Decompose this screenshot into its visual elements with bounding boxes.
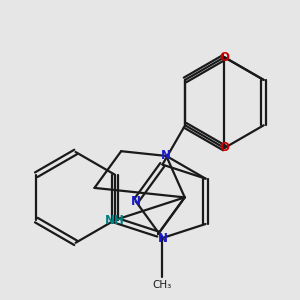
Text: N: N (161, 149, 171, 162)
Text: N: N (131, 195, 141, 208)
Text: CH₃: CH₃ (153, 280, 172, 290)
Text: O: O (219, 142, 230, 154)
Text: NH: NH (105, 214, 125, 226)
Text: O: O (219, 51, 230, 64)
Text: N: N (158, 232, 167, 244)
